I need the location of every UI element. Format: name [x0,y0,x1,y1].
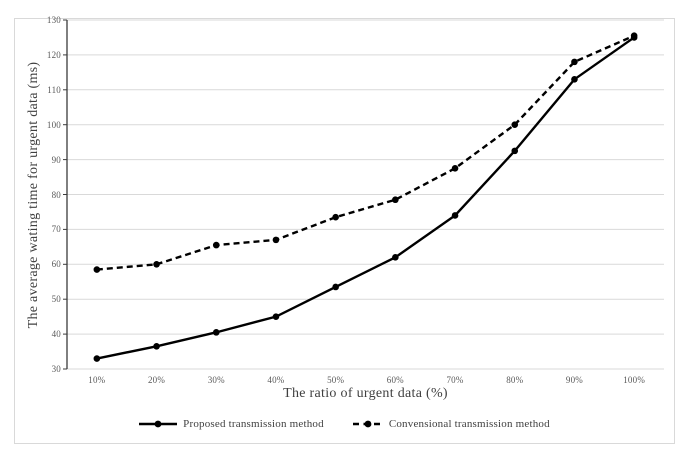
data-point-0 [212,329,220,336]
legend: Proposed transmission method Convensiona… [0,418,688,430]
dashed-line-marker-icon [352,420,383,428]
series-line-1 [96,34,635,271]
series-line-0 [96,36,635,360]
data-point-1 [212,241,220,249]
x-tick-label: 90% [565,375,583,385]
x-tick-label: 50% [327,375,345,385]
data-point-1 [332,213,339,221]
legend-label-conventional: Convensional transmission method [388,418,550,430]
legend-item-proposed: Proposed transmission method [138,418,324,430]
legend-item-conventional: Convensional transmission method [352,418,550,430]
data-point-1 [272,236,280,244]
x-tick-label: 100% [623,375,646,385]
solid-line-marker-icon [139,420,178,428]
y-tick-label: 130 [46,15,61,25]
data-point-1 [571,58,578,66]
data-point-1 [392,196,399,204]
data-point-0 [272,313,280,320]
data-point-1 [153,261,160,268]
data-point-1 [451,165,459,172]
data-point-1 [93,266,101,273]
x-tick-label: 10% [88,375,106,385]
y-tick-label: 90 [51,154,61,165]
x-axis-title: The ratio of urgent data (%) [283,386,448,401]
x-tick-label: 40% [267,375,285,385]
legend-label-proposed: Proposed transmission method [183,418,324,430]
x-tick-label: 70% [446,375,464,385]
x-tick-label: 20% [147,375,166,385]
data-point-1 [511,121,519,128]
y-tick-label: 110 [47,84,61,95]
x-tick-label: 80% [506,375,524,385]
data-point-0 [93,355,101,362]
data-point-0 [571,76,578,83]
data-point-1 [630,32,638,40]
x-tick-label: 60% [386,375,404,385]
data-point-0 [511,147,519,155]
x-tick-label: 30% [207,375,225,385]
y-tick-label: 80 [51,189,61,200]
y-tick-label: 60 [51,259,61,270]
y-axis-title: The average wating time for urgent data … [26,61,41,329]
y-tick-label: 40 [51,329,61,340]
data-point-0 [392,254,399,261]
data-point-0 [153,343,160,350]
y-tick-label: 100 [46,119,61,130]
data-point-0 [332,283,339,291]
y-tick-label: 120 [46,49,61,60]
y-tick-label: 50 [51,294,61,305]
y-tick-label: 30 [51,364,61,374]
data-point-0 [451,212,459,219]
y-tick-label: 70 [51,224,61,235]
